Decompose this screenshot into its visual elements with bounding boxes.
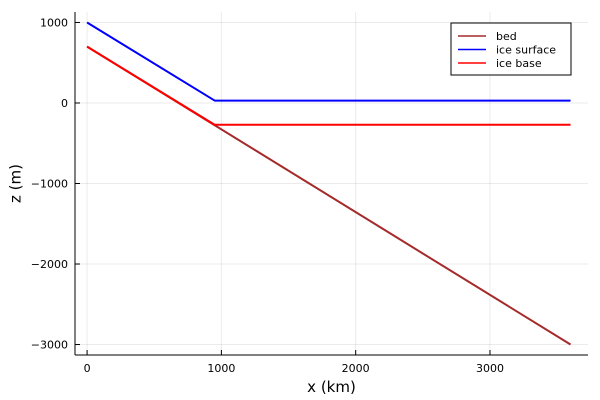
series-line-ice-base bbox=[86, 45, 571, 126]
legend-label: ice base bbox=[496, 57, 542, 70]
x-axis-title: x (km) bbox=[307, 378, 356, 396]
x-tick-label: 2000 bbox=[342, 362, 370, 375]
ticks: 0 1000 2000 3000 1000 0 −1000 −2000 −3000 bbox=[31, 16, 504, 375]
x-tick-label: 3000 bbox=[476, 362, 504, 375]
legend-label: ice surface bbox=[496, 44, 556, 57]
y-tick-label: −2000 bbox=[31, 258, 68, 271]
y-tick-label: −3000 bbox=[31, 339, 68, 352]
y-axis-title: z (m) bbox=[7, 164, 25, 203]
x-tick-label: 1000 bbox=[207, 362, 235, 375]
series-line-ice-surface bbox=[86, 21, 571, 102]
y-tick-label: 1000 bbox=[40, 16, 68, 29]
y-tick-label: −1000 bbox=[31, 178, 68, 191]
x-tick-label: 0 bbox=[84, 362, 91, 375]
legend-label: bed bbox=[496, 30, 517, 43]
y-tick-label: 0 bbox=[61, 97, 68, 110]
series-layer bbox=[86, 21, 572, 346]
